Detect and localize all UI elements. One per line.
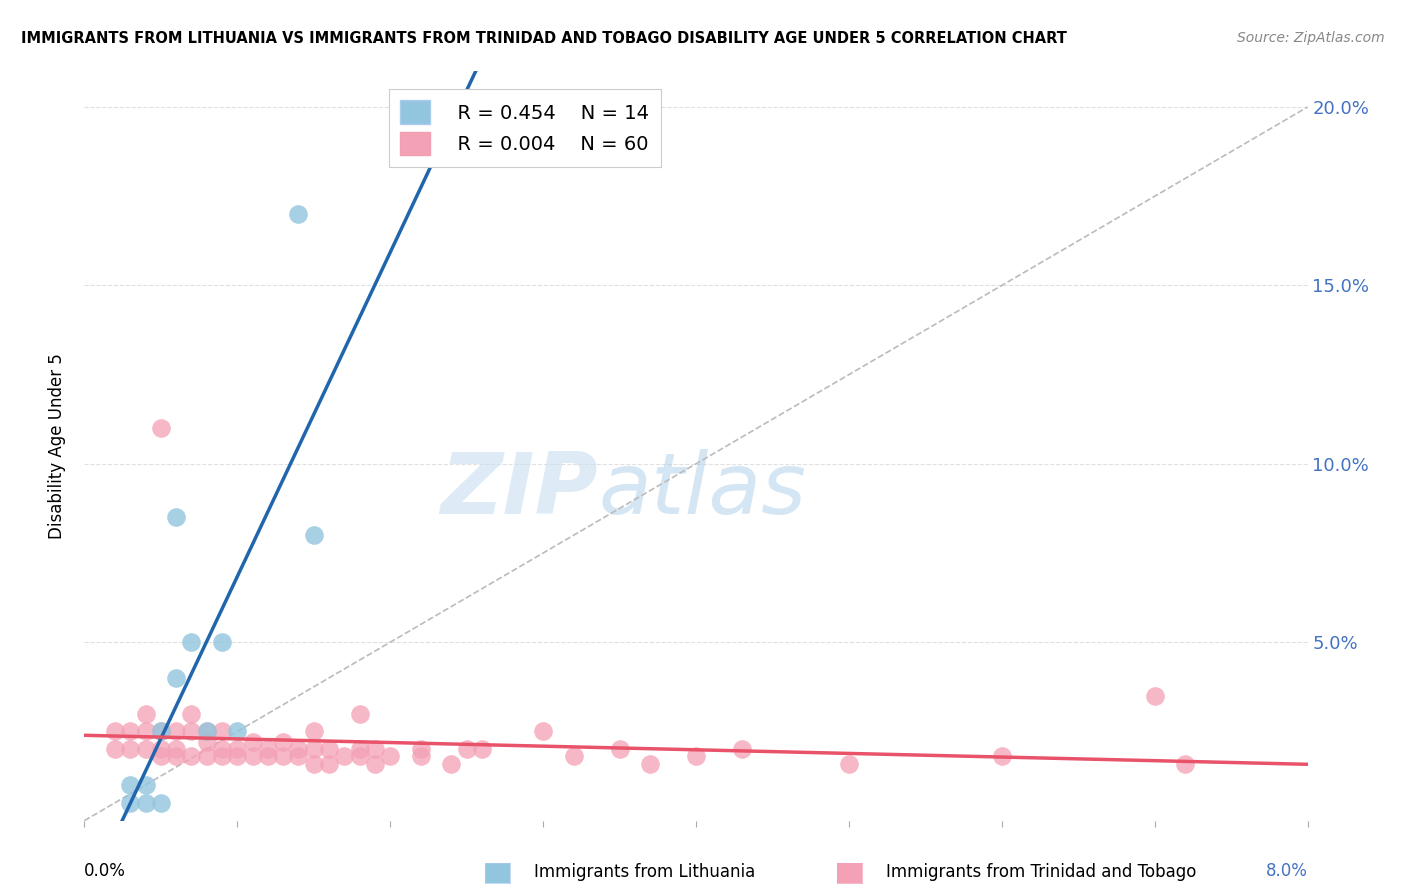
Text: ZIP: ZIP	[440, 450, 598, 533]
Point	[349, 749, 371, 764]
Point	[211, 635, 233, 649]
Point	[135, 796, 157, 810]
Point	[349, 706, 371, 721]
Point	[380, 749, 402, 764]
Point	[165, 742, 187, 756]
Point	[349, 742, 371, 756]
Point	[135, 742, 157, 756]
Point	[104, 724, 127, 739]
Point	[1143, 689, 1166, 703]
Point	[149, 742, 172, 756]
Point	[149, 724, 172, 739]
Point	[318, 756, 340, 771]
Point	[287, 742, 309, 756]
Point	[165, 724, 187, 739]
Point	[531, 724, 554, 739]
Point	[731, 742, 754, 756]
Point	[257, 749, 280, 764]
Point	[120, 796, 142, 810]
Point	[149, 724, 172, 739]
Text: atlas: atlas	[598, 450, 806, 533]
Point	[180, 635, 202, 649]
Point	[318, 742, 340, 756]
Point	[104, 742, 127, 756]
Point	[226, 749, 249, 764]
Point	[149, 749, 172, 764]
Point	[302, 756, 325, 771]
Point	[302, 742, 325, 756]
Point	[333, 749, 356, 764]
Point	[271, 735, 294, 749]
Point	[609, 742, 631, 756]
Point	[242, 749, 264, 764]
Point	[838, 756, 860, 771]
Point	[287, 207, 309, 221]
Point	[211, 749, 233, 764]
Point	[471, 742, 494, 756]
Text: 0.0%: 0.0%	[84, 862, 127, 880]
Point	[165, 510, 187, 524]
Point	[364, 742, 387, 756]
Point	[149, 796, 172, 810]
Point	[440, 756, 463, 771]
Point	[180, 749, 202, 764]
Point	[149, 421, 172, 435]
Y-axis label: Disability Age Under 5: Disability Age Under 5	[48, 353, 66, 539]
Point	[302, 528, 325, 542]
Point	[120, 778, 142, 792]
Text: Immigrants from Lithuania: Immigrants from Lithuania	[534, 863, 755, 881]
Point	[195, 735, 218, 749]
Point	[180, 724, 202, 739]
Point	[456, 742, 478, 756]
Point	[211, 742, 233, 756]
Point	[257, 742, 280, 756]
Point	[120, 724, 142, 739]
Point	[211, 724, 233, 739]
Point	[242, 735, 264, 749]
Point	[135, 778, 157, 792]
Point	[195, 724, 218, 739]
Point	[562, 749, 585, 764]
Point	[1174, 756, 1197, 771]
Point	[165, 671, 187, 685]
Legend:   R = 0.454    N = 14,   R = 0.004    N = 60: R = 0.454 N = 14, R = 0.004 N = 60	[388, 88, 661, 167]
Point	[226, 742, 249, 756]
Point	[226, 724, 249, 739]
Point	[120, 742, 142, 756]
Point	[638, 756, 661, 771]
Point	[409, 742, 432, 756]
Point	[409, 749, 432, 764]
Point	[364, 756, 387, 771]
Point	[165, 749, 187, 764]
Point	[195, 724, 218, 739]
Text: Immigrants from Trinidad and Tobago: Immigrants from Trinidad and Tobago	[886, 863, 1197, 881]
Point	[302, 724, 325, 739]
Point	[195, 749, 218, 764]
Point	[271, 749, 294, 764]
Point	[135, 724, 157, 739]
Point	[287, 749, 309, 764]
Text: IMMIGRANTS FROM LITHUANIA VS IMMIGRANTS FROM TRINIDAD AND TOBAGO DISABILITY AGE : IMMIGRANTS FROM LITHUANIA VS IMMIGRANTS …	[21, 31, 1067, 46]
Point	[180, 706, 202, 721]
Text: Source: ZipAtlas.com: Source: ZipAtlas.com	[1237, 31, 1385, 45]
Point	[991, 749, 1014, 764]
Text: 8.0%: 8.0%	[1265, 862, 1308, 880]
Point	[135, 706, 157, 721]
Point	[685, 749, 707, 764]
